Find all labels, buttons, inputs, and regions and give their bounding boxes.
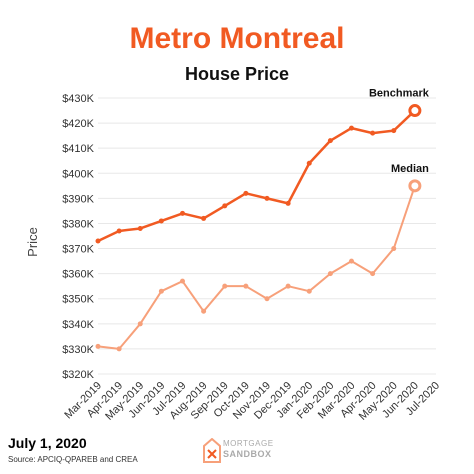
logo-text-sandbox: SANDBOX	[223, 449, 272, 459]
data-point	[243, 190, 249, 196]
data-point	[285, 200, 291, 206]
y-tick-label: $380K	[62, 218, 94, 230]
data-point	[349, 125, 354, 131]
data-point	[116, 346, 122, 352]
data-point	[264, 195, 270, 201]
logo-text-mortgage: MORTGAGE	[223, 439, 274, 448]
data-point	[306, 160, 312, 166]
house-logo-icon	[203, 438, 221, 463]
series-label: Benchmark	[369, 88, 430, 100]
data-point	[180, 210, 185, 216]
source-note: Source: APCIQ-QPAREB and CREA	[8, 455, 138, 464]
data-point	[264, 296, 270, 302]
data-point	[116, 228, 122, 234]
data-point	[349, 258, 354, 264]
y-tick-label: $350K	[62, 294, 94, 306]
data-point	[201, 308, 207, 314]
data-point	[158, 288, 164, 294]
chart-subtitle: House Price	[184, 64, 290, 84]
y-tick-label: $420K	[62, 118, 94, 130]
mortgage-sandbox-logo: MORTGAGE SANDBOX	[203, 436, 303, 466]
data-point	[180, 278, 185, 284]
data-point	[306, 288, 312, 294]
data-point	[370, 271, 376, 277]
data-point	[95, 343, 101, 349]
y-tick-label: $320K	[62, 369, 94, 381]
data-point	[158, 218, 164, 224]
y-tick-label: $340K	[62, 319, 94, 331]
data-point	[327, 138, 333, 144]
y-tick-label: $430K	[62, 93, 94, 105]
data-point	[222, 283, 228, 289]
y-tick-label: $370K	[62, 244, 94, 256]
y-tick-label: $330K	[62, 344, 94, 356]
data-point	[370, 130, 376, 136]
series-end-marker	[408, 104, 422, 118]
data-point	[327, 271, 333, 277]
y-axis-label: Price	[25, 227, 40, 257]
series-line-benchmark	[96, 109, 417, 243]
data-point	[201, 215, 207, 221]
report-date: July 1, 2020	[8, 435, 87, 451]
data-point	[222, 203, 228, 209]
data-point	[285, 283, 291, 289]
y-tick-label: $400K	[62, 168, 94, 180]
data-point	[243, 283, 249, 289]
data-point	[391, 128, 397, 134]
data-point	[391, 246, 397, 252]
series-end-marker	[408, 179, 422, 193]
y-tick-label: $390K	[62, 193, 94, 205]
y-tick-label: $410K	[62, 143, 94, 155]
y-tick-label: $360K	[62, 269, 94, 281]
series-label: Median	[391, 163, 429, 175]
data-point	[137, 225, 143, 231]
chart-title: Metro Montreal	[129, 22, 345, 55]
data-point	[95, 238, 101, 244]
data-point	[137, 321, 143, 327]
series-line-median	[97, 184, 416, 350]
